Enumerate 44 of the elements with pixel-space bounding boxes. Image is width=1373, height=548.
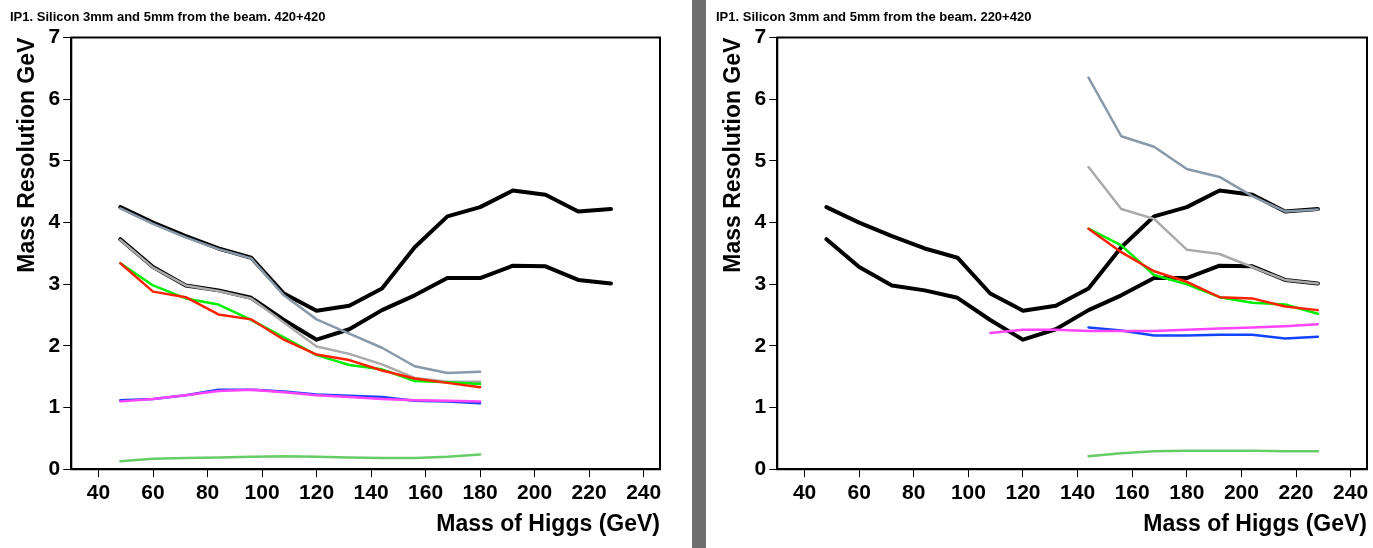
- y-tick-label: 2: [754, 332, 767, 356]
- x-tick-label: 240: [1333, 479, 1369, 503]
- y-tick-label: 6: [48, 86, 61, 110]
- x-tick-label: 240: [626, 479, 662, 503]
- y-tick-label: 0: [48, 456, 61, 479]
- y-tick-label: 4: [754, 209, 767, 233]
- x-tick-label: 40: [792, 479, 817, 503]
- y-axis-title: Mass Resolution GeV: [13, 36, 40, 273]
- chart-title: IP1. Silicon 3mm and 5mm from the beam. 220+420: [716, 9, 1032, 25]
- y-tick-label: 6: [754, 86, 767, 110]
- x-tick-label: 220: [571, 479, 607, 503]
- y-tick-label: 7: [754, 24, 767, 48]
- x-tick-label: 140: [353, 479, 389, 503]
- x-tick-label: 60: [847, 479, 871, 503]
- y-tick-label: 3: [754, 271, 767, 295]
- y-tick-label: 2: [48, 332, 61, 356]
- y-tick-label: 7: [48, 24, 61, 48]
- y-tick-label: 4: [48, 209, 61, 233]
- y-tick-label: 5: [754, 147, 767, 171]
- x-tick-label: 220: [1278, 479, 1314, 503]
- x-tick-label: 200: [1223, 479, 1259, 503]
- x-tick-label: 80: [195, 479, 220, 503]
- x-tick-label: 100: [950, 479, 986, 503]
- y-tick-label: 3: [48, 271, 61, 295]
- y-tick-label: 1: [48, 394, 61, 418]
- x-tick-label: 120: [299, 479, 335, 503]
- y-tick-label: 0: [754, 456, 767, 479]
- x-tick-label: 40: [86, 479, 111, 503]
- x-tick-label: 180: [462, 479, 498, 503]
- x-axis-title: Mass of Higgs (GeV): [436, 509, 660, 536]
- y-tick-label: 1: [754, 394, 767, 418]
- x-tick-label: 180: [1169, 479, 1205, 503]
- y-tick-label: 5: [48, 147, 61, 171]
- x-tick-label: 100: [244, 479, 280, 503]
- y-axis-title: Mass Resolution GeV: [719, 36, 746, 273]
- x-tick-label: 80: [902, 479, 926, 503]
- x-tick-label: 140: [1060, 479, 1096, 503]
- x-tick-label: 120: [1005, 479, 1041, 503]
- x-tick-label: 160: [1114, 479, 1150, 503]
- chart-title: IP1. Silicon 3mm and 5mm from the beam. 420+420: [10, 9, 326, 25]
- x-axis-title: Mass of Higgs (GeV): [1143, 509, 1367, 536]
- x-tick-label: 200: [517, 479, 553, 503]
- x-tick-label: 160: [408, 479, 444, 503]
- x-tick-label: 60: [141, 479, 165, 503]
